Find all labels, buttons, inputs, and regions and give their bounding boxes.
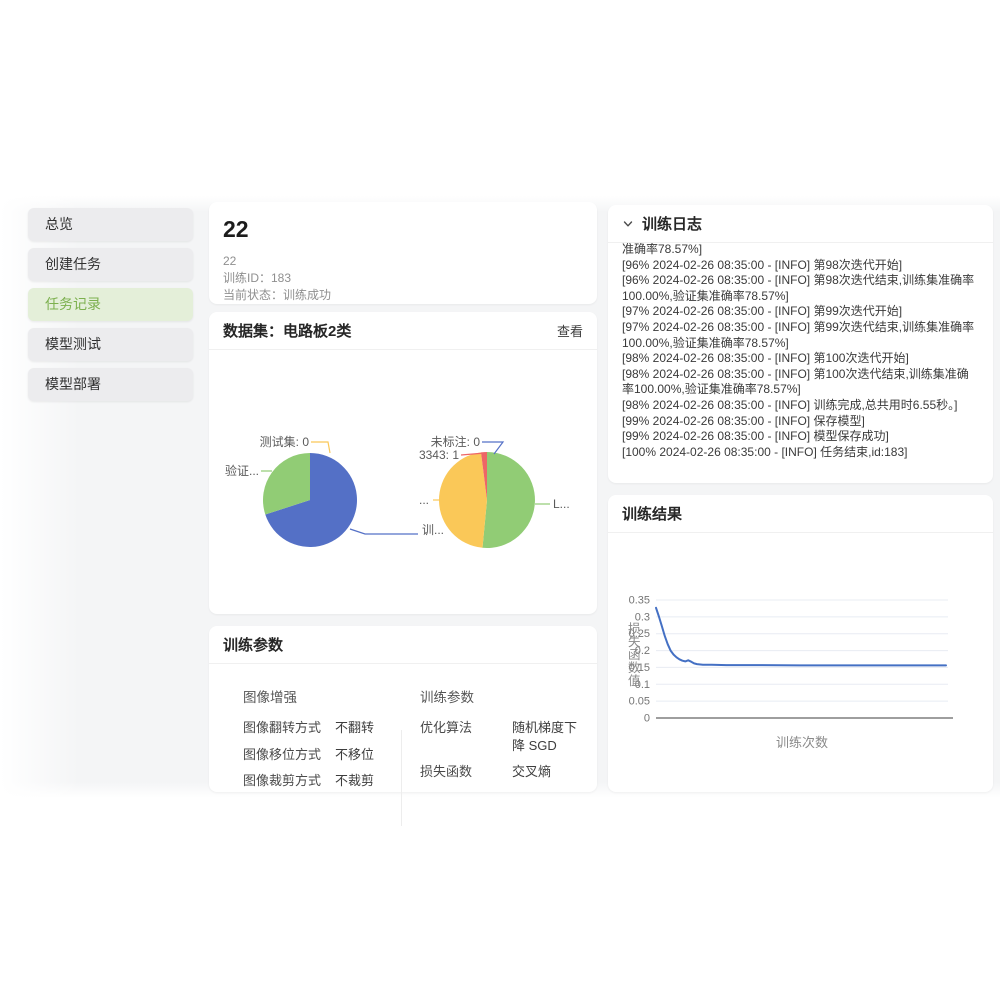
param-value: 交叉熵 — [512, 764, 552, 780]
log-line: [98% 2024-02-26 08:35:00 - [INFO] 训练完成,总… — [622, 397, 958, 412]
sidebar-item-task-records[interactable]: 任务记录 — [28, 288, 193, 321]
log-card-title-wrap: 训练日志 — [622, 213, 702, 234]
log-line: [97% 2024-02-26 08:35:00 - [INFO] 第99次迭代… — [622, 304, 903, 319]
view-dataset-button[interactable]: 查看 — [556, 324, 583, 339]
param-key: 图像裁剪方式 — [243, 773, 322, 789]
task-title: 22 — [223, 216, 249, 242]
svg-text:3343: 1: 3343: 1 — [419, 448, 459, 462]
param-row-loss-fn: 损失函数 交叉熵 — [420, 763, 580, 781]
log-line: [97% 2024-02-26 08:35:00 - [INFO] 第99次迭代… — [622, 319, 975, 350]
svg-text:0.15: 0.15 — [629, 662, 650, 674]
svg-text:0.2: 0.2 — [635, 645, 650, 657]
training-result-card: 训练结果 0 0.05 0.1 0.15 0.2 0.25 0.3 0.35 损失函数值训练次数 — [608, 495, 993, 792]
svg-text:未标注: 0: 未标注: 0 — [431, 434, 481, 449]
log-line: [96% 2024-02-26 08:35:00 - [INFO] 第98次迭代… — [622, 257, 903, 272]
training-log-card: 训练日志 准确率78.57%] [96% 2024-02-26 08:35:00 … — [608, 205, 993, 483]
param-value: 不裁剪 — [335, 773, 375, 789]
param-row-shift: 图像移位方式 不移位 — [243, 746, 393, 764]
params-card-title: 训练参数 — [223, 637, 284, 654]
params-card-header: 训练参数 — [209, 626, 597, 664]
training-group-title: 训练参数 — [420, 690, 474, 705]
log-card-header[interactable]: 训练日志 — [608, 205, 993, 243]
svg-text:损失函数值: 损失函数值 — [628, 622, 641, 688]
log-line: [98% 2024-02-26 08:35:00 - [INFO] 第100次迭… — [622, 351, 909, 366]
training-group: 训练参数 优化算法 随机梯度下降 SGD 损失函数 交叉熵 — [420, 686, 580, 790]
sidebar: 总览 创建任务 任务记录 模型测试 模型部署 — [28, 208, 193, 408]
augmentation-group: 图像增强 图像翻转方式 不翻转 图像移位方式 不移位 图像裁剪方式 不裁剪 — [243, 686, 393, 799]
training-log-body[interactable]: 准确率78.57%] [96% 2024-02-26 08:35:00 - [IN… — [608, 243, 993, 482]
svg-text:0.1: 0.1 — [635, 679, 650, 691]
log-line: [100% 2024-02-26 08:35:00 - [INFO] 任务结束,… — [622, 444, 908, 459]
param-row-flip: 图像翻转方式 不翻转 — [243, 719, 393, 737]
sidebar-item-overview[interactable]: 总览 — [28, 208, 193, 241]
log-line: [98% 2024-02-26 08:35:00 - [INFO] 第100次迭… — [622, 366, 969, 397]
svg-text:L...: L... — [553, 497, 570, 511]
log-card-title: 训练日志 — [642, 216, 703, 233]
svg-text:0.25: 0.25 — [629, 628, 650, 640]
param-value: 随机梯度下降 SGD — [512, 720, 578, 753]
param-row-optimizer: 优化算法 随机梯度下降 SGD — [420, 719, 580, 754]
svg-text:训练次数: 训练次数 — [776, 735, 828, 750]
param-key: 损失函数 — [420, 764, 473, 780]
dataset-card: 数据集：电路板2类 查看 训... 验证... 测试集: 0 L...... 3343:… — [209, 312, 597, 614]
svg-text:0.35: 0.35 — [629, 595, 650, 607]
param-value: 不翻转 — [335, 720, 375, 735]
param-row-crop: 图像裁剪方式 不裁剪 — [243, 772, 393, 790]
training-params-card: 训练参数 图像增强 图像翻转方式 不翻转 图像移位方式 不移位 图像裁剪方式 不… — [209, 626, 597, 826]
log-line: [99% 2024-02-26 08:35:00 - [INFO] 模型保存成功… — [622, 429, 889, 444]
svg-text:验证...: 验证... — [225, 463, 259, 478]
result-card-header: 训练结果 — [608, 495, 993, 533]
augmentation-group-title: 图像增强 — [243, 690, 297, 705]
result-card-title: 训练结果 — [622, 506, 683, 523]
sidebar-item-create-task[interactable]: 创建任务 — [28, 248, 193, 281]
log-line: [96% 2024-02-26 08:35:00 - [INFO] 第98次迭代… — [622, 273, 975, 303]
svg-text:训...: 训... — [422, 523, 444, 537]
svg-text:0: 0 — [644, 713, 650, 725]
svg-text:0.05: 0.05 — [629, 696, 650, 708]
svg-text:0.3: 0.3 — [635, 611, 650, 623]
params-content: 图像增强 图像翻转方式 不翻转 图像移位方式 不移位 图像裁剪方式 不裁剪 训练… — [209, 664, 597, 826]
task-subtitle: 22 — [223, 254, 237, 268]
svg-text:测试集: 0: 测试集: 0 — [260, 434, 310, 449]
param-value: 不移位 — [335, 746, 375, 762]
divider — [401, 730, 402, 826]
chevron-down-icon[interactable] — [622, 218, 634, 230]
training-id-text: 训练ID：183 — [223, 270, 292, 285]
status-text: 当前状态：训练成功 — [223, 287, 332, 302]
dataset-card-header: 数据集：电路板2类 查看 — [209, 312, 597, 350]
task-overview-card: 22 22 训练ID：183 当前状态：训练成功 — [209, 202, 597, 304]
dataset-card-title: 数据集：电路板2类 — [223, 323, 352, 340]
param-key: 图像翻转方式 — [243, 720, 322, 735]
param-key: 优化算法 — [420, 720, 473, 735]
log-line: [99% 2024-02-26 08:35:00 - [INFO] 保存模型] — [622, 413, 865, 428]
sidebar-item-model-deploy[interactable]: 模型部署 — [28, 368, 193, 401]
param-key: 图像移位方式 — [243, 746, 322, 762]
sidebar-item-model-test[interactable]: 模型测试 — [28, 328, 193, 361]
log-line: 准确率78.57%] — [622, 243, 703, 256]
svg-text:...: ... — [419, 493, 429, 507]
